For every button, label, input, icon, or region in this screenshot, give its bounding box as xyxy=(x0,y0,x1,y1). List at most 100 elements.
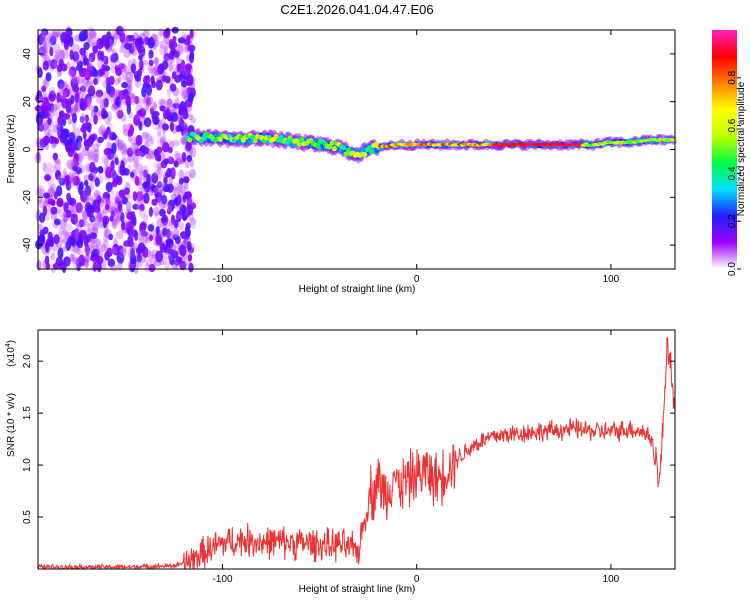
colorbar: 0.0 0.2 0.4 0.6 0.8 Normalized spectral ampl… xyxy=(712,30,747,276)
noise-blob xyxy=(154,211,160,219)
noise-blob xyxy=(190,202,197,210)
noise-blob xyxy=(106,141,113,150)
noise-blob xyxy=(84,252,90,264)
noise-blob xyxy=(146,96,154,105)
noise-blob xyxy=(159,40,165,49)
noise-blob xyxy=(105,181,113,193)
noise-blob xyxy=(87,36,94,47)
noise-blob xyxy=(147,224,155,232)
ridge-core xyxy=(373,141,379,147)
noise-blob xyxy=(142,181,149,189)
x-tick-label: 0 xyxy=(414,274,420,285)
snr-series-line xyxy=(37,337,676,571)
noise-blob xyxy=(126,147,134,157)
noise-blob xyxy=(145,96,151,106)
noise-blob xyxy=(72,43,81,55)
ridge-core xyxy=(366,145,372,151)
noise-blob xyxy=(96,58,104,69)
noise-blob xyxy=(160,216,168,223)
noise-blob xyxy=(181,136,186,146)
noise-blob xyxy=(42,162,47,172)
noise-blob xyxy=(182,87,190,98)
noise-blob xyxy=(115,96,122,107)
noise-blob xyxy=(87,63,94,72)
noise-blob xyxy=(171,63,179,73)
noise-blob xyxy=(180,62,186,74)
noise-blob xyxy=(107,258,116,268)
noise-blob xyxy=(42,78,49,86)
noise-blob xyxy=(117,110,124,117)
noise-blob xyxy=(84,70,91,81)
noise-blob xyxy=(93,149,100,158)
noise-blob xyxy=(75,202,83,211)
noise-blob xyxy=(155,226,160,236)
noise-blob xyxy=(72,175,80,186)
noise-blob xyxy=(80,126,87,133)
noise-blob xyxy=(73,90,80,103)
noise-blob xyxy=(88,134,96,143)
noise-blob xyxy=(87,207,94,218)
noise-blob xyxy=(74,256,83,264)
noise-blob xyxy=(159,240,164,248)
noise-blob xyxy=(166,218,174,227)
noise-blob xyxy=(75,216,83,228)
noise-blob xyxy=(176,57,183,67)
noise-blob xyxy=(121,69,128,81)
noise-blob xyxy=(171,70,177,80)
noise-blob xyxy=(152,115,160,125)
noise-blob xyxy=(159,44,167,56)
noise-blob xyxy=(82,196,89,204)
noise-blob xyxy=(42,60,49,71)
noise-blob xyxy=(118,139,125,149)
noise-blob xyxy=(36,138,43,150)
noise-blob xyxy=(55,100,61,111)
noise-blob xyxy=(80,79,87,91)
noise-blob xyxy=(92,45,99,54)
noise-blob xyxy=(148,234,154,242)
noise-blob xyxy=(48,93,54,101)
noise-blob xyxy=(86,26,95,39)
colorbar-tick-label: 0.8 xyxy=(727,70,738,84)
noise-blob xyxy=(72,256,79,264)
noise-blob xyxy=(179,260,187,271)
noise-blob xyxy=(41,91,48,102)
noise-blob xyxy=(83,174,90,181)
noise-blob xyxy=(122,128,131,137)
noise-blob xyxy=(157,131,163,139)
noise-blob xyxy=(44,255,50,265)
noise-blob xyxy=(108,94,114,102)
noise-blob xyxy=(149,66,155,77)
noise-blob xyxy=(98,125,106,135)
noise-blob xyxy=(179,156,186,165)
x-tick-label: -100 xyxy=(212,274,232,285)
noise-blob xyxy=(46,96,54,105)
noise-blob xyxy=(96,240,102,251)
noise-blob xyxy=(133,96,140,104)
noise-blob xyxy=(173,260,179,271)
noise-blob xyxy=(134,142,140,153)
noise-blob xyxy=(166,98,173,105)
noise-blob xyxy=(132,203,140,210)
noise-blob xyxy=(151,172,159,184)
noise-blob xyxy=(126,154,135,163)
noise-blob xyxy=(76,248,81,256)
colorbar-tick-label: 0.2 xyxy=(727,214,738,228)
noise-blob xyxy=(79,181,84,191)
noise-blob xyxy=(179,85,187,98)
spectrogram-y-ticks: -40 -20 0 20 40 xyxy=(22,48,675,252)
noise-blob xyxy=(58,208,65,218)
noise-blob xyxy=(50,165,57,173)
noise-blob xyxy=(180,80,188,88)
noise-blob xyxy=(126,103,132,115)
noise-blob xyxy=(136,109,144,117)
noise-blob xyxy=(135,194,141,204)
noise-blob xyxy=(138,209,146,219)
noise-blob xyxy=(140,107,148,114)
noise-blob xyxy=(165,42,170,49)
noise-blob xyxy=(48,38,54,48)
noise-blob xyxy=(190,117,197,124)
ridge-core xyxy=(331,146,337,152)
noise-blob xyxy=(104,156,109,167)
noise-blob xyxy=(163,176,168,185)
noise-blob xyxy=(58,227,64,237)
